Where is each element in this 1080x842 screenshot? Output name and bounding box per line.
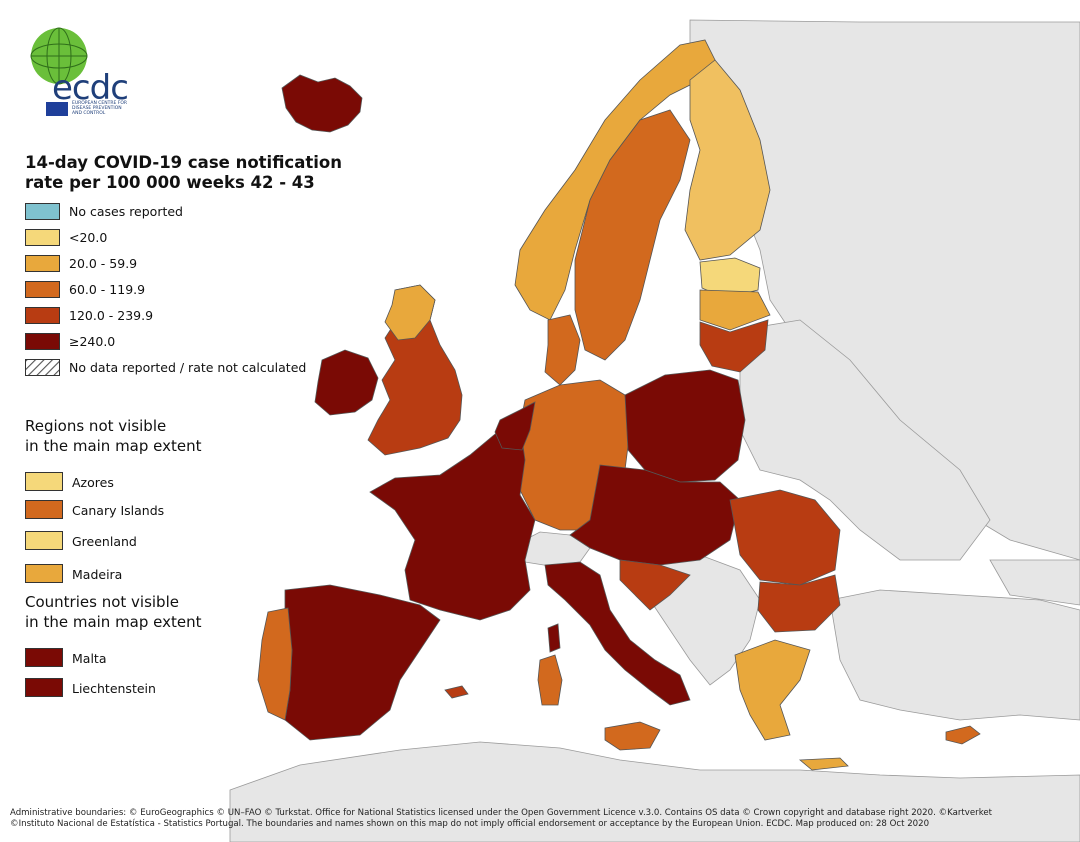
legend-swatch	[25, 333, 60, 350]
finland	[684, 59, 771, 261]
balearic-islands	[444, 685, 469, 699]
globe-icon	[30, 27, 88, 85]
lithuania	[699, 319, 769, 373]
attribution-line2: ©Instituto Nacional de Estatística - Sta…	[10, 819, 930, 829]
legend-swatch	[25, 307, 60, 324]
attribution-line1: Administrative boundaries: © EuroGeograp…	[10, 808, 993, 818]
north-africa-region	[229, 741, 1080, 842]
ecdc-logo	[22, 22, 142, 132]
spain	[284, 584, 441, 741]
croatia	[619, 559, 691, 611]
non-eu-land	[229, 19, 1080, 842]
crete	[798, 757, 849, 771]
italy	[544, 561, 691, 706]
cyprus	[945, 725, 981, 745]
poland	[624, 369, 746, 483]
legend-swatch	[25, 203, 60, 220]
france	[369, 424, 536, 621]
legend-swatch	[25, 255, 60, 272]
latvia	[699, 289, 771, 331]
region-item-canary-islands: Canary Islands	[25, 500, 265, 520]
eu-flag-icon	[46, 102, 68, 116]
legend-item-gte240: ≥240.0	[25, 331, 345, 351]
benelux	[494, 401, 536, 451]
legend-item-no-cases: No cases reported	[25, 201, 345, 221]
legend-label: 60.0 - 119.9	[69, 282, 146, 297]
iceland	[281, 74, 363, 133]
scotland	[384, 284, 436, 341]
legend-label: No cases reported	[69, 204, 183, 219]
switzerland-region	[514, 531, 591, 567]
map-title: 14-day COVID-19 case notification rate p…	[25, 153, 345, 193]
country-item-malta: Malta	[25, 648, 265, 668]
legend-label: No data reported / rate not calculated	[69, 360, 307, 375]
legend-label: <20.0	[69, 230, 108, 245]
region-swatch	[25, 500, 63, 519]
regions-heading: Regions not visible in the main map exte…	[25, 417, 202, 455]
sicily	[604, 721, 661, 751]
region-swatch	[25, 531, 63, 550]
country-swatch	[25, 648, 63, 667]
legend-item-60-119: 60.0 - 119.9	[25, 279, 345, 299]
region-item-azores: Azores	[25, 472, 265, 492]
legend-label: 20.0 - 59.9	[69, 256, 138, 271]
romania	[729, 489, 841, 586]
logo-subtitle: EUROPEAN CENTRE FOR DISEASE PREVENTION A…	[72, 101, 127, 116]
countries-heading: Countries not visible in the main map ex…	[25, 593, 202, 631]
region-swatch	[25, 472, 63, 491]
map-title-line1: 14-day COVID-19 case notification	[25, 153, 342, 172]
legend-swatch	[25, 281, 60, 298]
ireland	[314, 349, 379, 416]
sardinia	[537, 654, 563, 706]
caucasus-region	[989, 559, 1080, 606]
map-title-line2: rate per 100 000 weeks 42 - 43	[25, 173, 315, 192]
belarus-ukraine-region	[739, 319, 991, 561]
central-europe	[569, 464, 741, 566]
region-item-greenland: Greenland	[25, 531, 265, 551]
legend-label: ≥240.0	[69, 334, 116, 349]
legend-item-120-239: 120.0 - 239.9	[25, 305, 345, 325]
portugal	[257, 607, 293, 721]
sweden	[574, 109, 691, 361]
legend-swatch-hatched	[25, 359, 60, 376]
corsica	[547, 623, 561, 653]
attribution-footer: Administrative boundaries: © EuroGeograp…	[10, 808, 1075, 830]
bulgaria	[757, 574, 841, 633]
legend-swatch	[25, 229, 60, 246]
greece	[734, 639, 811, 741]
legend-label: 120.0 - 239.9	[69, 308, 154, 323]
region-swatch	[25, 564, 63, 583]
country-item-liechtenstein: Liechtenstein	[25, 678, 265, 698]
turkey-region	[829, 589, 1080, 721]
legend-item-lt20: <20.0	[25, 227, 345, 247]
country-swatch	[25, 678, 63, 697]
denmark	[544, 314, 581, 386]
legend-item-20-59: 20.0 - 59.9	[25, 253, 345, 273]
estonia	[699, 257, 761, 299]
logo-wordmark: ecdc	[52, 68, 129, 108]
region-item-madeira: Madeira	[25, 564, 265, 584]
legend-item-no-data: No data reported / rate not calculated	[25, 357, 345, 377]
